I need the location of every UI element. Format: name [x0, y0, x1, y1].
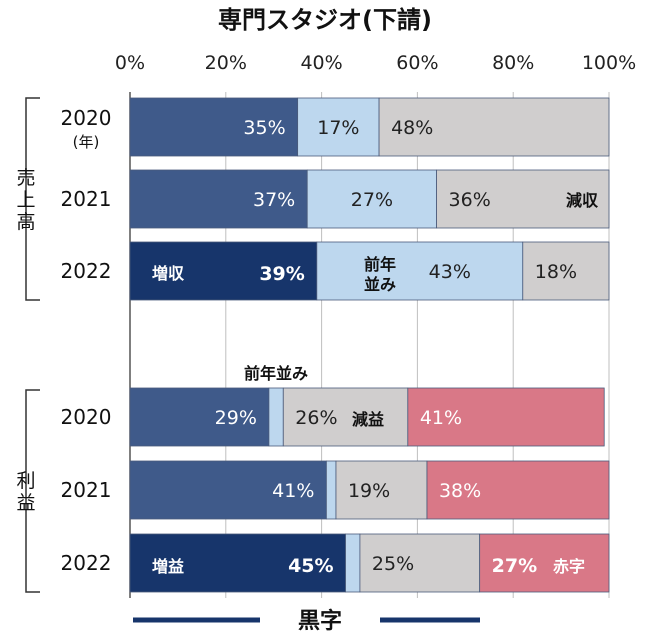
bar-value-label: 29% — [215, 407, 257, 429]
bar-segment-down — [359, 533, 481, 593]
bar-segment-loss — [479, 533, 610, 593]
bar-value-label: 27% — [492, 555, 537, 577]
group-label-char: 上 — [16, 189, 35, 211]
bar-segment-down — [335, 460, 428, 520]
bar-segment-up — [129, 97, 299, 157]
bar-segment-flat — [268, 387, 284, 447]
x-tick-label: 20% — [205, 52, 247, 74]
bar-layer — [129, 97, 610, 593]
bar-value-label: 36% — [449, 189, 491, 211]
bar-segment-flat — [345, 533, 361, 593]
row-year-label: 2020 — [61, 405, 112, 429]
bar-value-label: 18% — [535, 261, 577, 283]
bar-segment-down — [436, 169, 610, 229]
bar-segment-flat — [325, 460, 337, 520]
annotation-sales-flat: 前年並み — [364, 255, 396, 294]
group-bracket — [25, 97, 40, 301]
x-tick-label: 60% — [396, 52, 438, 74]
annotation-profit-decrease: 減益 — [352, 410, 384, 429]
bar-value-label: 39% — [259, 263, 304, 285]
legend-label: 黒字 — [298, 608, 342, 634]
x-tick-label: 100% — [582, 52, 636, 74]
row-year-unit: (年) — [73, 133, 100, 151]
bar-value-label: 25% — [372, 553, 414, 575]
row-year-label: 2022 — [61, 259, 112, 283]
bar-segment-loss — [426, 460, 610, 520]
group-label-char: 売 — [16, 167, 35, 189]
group-label-char: 利 — [16, 470, 35, 492]
bar-value-label: 37% — [253, 189, 295, 211]
bar-segment-loss — [407, 387, 605, 447]
bar-segment-up — [129, 241, 318, 301]
group-label-char: 高 — [16, 211, 35, 233]
group-label-char: 益 — [16, 492, 35, 514]
bar-segment-flat — [297, 97, 380, 157]
bar-value-label: 41% — [272, 480, 314, 502]
bar-value-label: 17% — [317, 117, 359, 139]
bar-segment-down — [378, 97, 610, 157]
row-year-label: 2021 — [61, 187, 112, 211]
bar-value-label: 27% — [351, 189, 393, 211]
annotation-sales-flat-line: 前年 — [364, 255, 396, 274]
x-tick-label: 80% — [492, 52, 534, 74]
group-bracket — [25, 389, 40, 593]
row-year-label: 2020 — [61, 106, 112, 130]
chart-title: 専門スタジオ(下請) — [218, 6, 432, 34]
bar-value-label: 48% — [391, 117, 433, 139]
bar-value-label: 43% — [429, 261, 471, 283]
bar-value-label: 19% — [348, 480, 390, 502]
bar-value-label: 26% — [295, 407, 337, 429]
bar-value-label: 41% — [420, 407, 462, 429]
annotation-sales-increase: 増収 — [152, 264, 185, 283]
bar-segment-up — [129, 387, 270, 447]
bar-value-label: 35% — [243, 117, 285, 139]
annotation-profit-loss: 赤字 — [553, 557, 585, 576]
x-tick-label: 40% — [300, 52, 342, 74]
annotation-profit-flat: 前年並み — [244, 364, 308, 383]
x-tick-label: 0% — [115, 52, 145, 74]
annotation-profit-increase: 増益 — [152, 557, 184, 576]
grid-layer — [25, 92, 610, 598]
bar-value-label: 38% — [439, 480, 481, 502]
annotation-sales-decrease: 減収 — [566, 191, 599, 210]
row-year-label: 2021 — [61, 478, 112, 502]
bar-value-label: 45% — [288, 555, 333, 577]
annotation-sales-flat-line: 並み — [364, 275, 396, 294]
bar-segment-up — [129, 460, 327, 520]
bar-segment-up — [129, 533, 346, 593]
bar-segment-flat — [316, 241, 524, 301]
row-year-label: 2022 — [61, 551, 112, 575]
bar-segment-down — [522, 241, 610, 301]
